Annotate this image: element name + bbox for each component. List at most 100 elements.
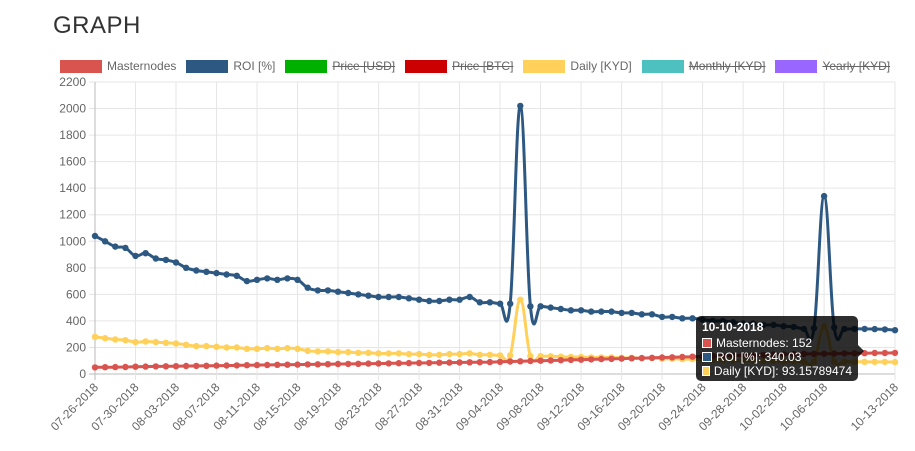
data-point[interactable] [517,102,524,110]
data-point[interactable] [91,232,99,240]
data-point[interactable] [557,357,564,364]
data-point[interactable] [264,275,271,282]
data-point[interactable] [253,276,261,283]
data-point[interactable] [658,354,666,361]
data-point[interactable] [507,352,514,359]
data-point[interactable] [476,359,483,366]
data-point[interactable] [537,352,544,360]
data-point[interactable] [243,277,251,285]
data-point[interactable] [345,360,352,368]
data-point[interactable] [456,296,463,303]
data-point[interactable] [446,296,453,303]
data-point[interactable] [294,276,301,283]
data-point[interactable] [415,359,423,367]
legend-item-roi[interactable]: ROI [%] [186,59,275,73]
data-point[interactable] [517,296,524,303]
data-point[interactable] [355,360,362,367]
data-point[interactable] [101,335,109,342]
data-point[interactable] [496,358,504,365]
data-point[interactable] [233,362,240,369]
data-point[interactable] [284,275,291,282]
data-point[interactable] [172,340,180,347]
data-point[interactable] [193,362,200,370]
data-point[interactable] [314,348,321,355]
data-point[interactable] [426,351,433,358]
data-point[interactable] [588,356,595,363]
data-point[interactable] [324,361,332,368]
data-point[interactable] [365,292,372,299]
data-point[interactable] [648,354,656,361]
data-point[interactable] [142,363,149,370]
data-point[interactable] [567,307,575,314]
data-point[interactable] [881,326,889,333]
data-point[interactable] [91,333,99,340]
data-point[interactable] [264,361,271,369]
data-point[interactable] [112,336,119,343]
data-point[interactable] [243,345,251,352]
data-point[interactable] [426,359,433,367]
data-point[interactable] [395,293,402,301]
data-point[interactable] [395,360,402,367]
data-point[interactable] [152,255,159,262]
data-point[interactable] [881,349,889,357]
legend-item-yearly-kyd[interactable]: Yearly [KYD] [775,59,890,73]
data-point[interactable] [436,359,443,366]
data-point[interactable] [203,362,210,369]
data-point[interactable] [375,360,382,367]
data-point[interactable] [577,307,585,314]
data-point[interactable] [213,269,220,277]
data-point[interactable] [193,342,200,350]
data-point[interactable] [395,350,402,357]
data-point[interactable] [304,361,311,368]
data-point[interactable] [385,293,392,301]
data-point[interactable] [122,363,129,371]
data-point[interactable] [415,296,423,303]
data-point[interactable] [456,350,463,358]
data-point[interactable] [547,304,554,311]
data-point[interactable] [152,363,159,370]
data-point[interactable] [567,356,575,364]
data-point[interactable] [182,264,190,271]
data-point[interactable] [253,345,261,352]
data-point[interactable] [618,355,625,362]
data-point[interactable] [436,297,443,305]
data-point[interactable] [294,345,301,352]
data-point[interactable] [274,361,281,368]
data-point[interactable] [91,364,99,371]
data-point[interactable] [588,308,595,315]
data-point[interactable] [375,293,382,301]
data-point[interactable] [618,309,625,317]
data-point[interactable] [669,354,676,361]
data-point[interactable] [405,295,413,302]
data-point[interactable] [689,353,696,360]
data-point[interactable] [132,363,139,370]
data-point[interactable] [132,338,139,346]
data-point[interactable] [101,364,109,371]
data-point[interactable] [577,356,585,363]
data-point[interactable] [891,358,899,366]
data-point[interactable] [233,344,240,351]
data-point[interactable] [203,342,210,350]
data-point[interactable] [679,353,686,361]
data-point[interactable] [598,355,605,363]
data-point[interactable] [203,268,210,275]
data-point[interactable] [496,300,504,307]
data-point[interactable] [891,327,899,334]
data-point[interactable] [101,238,109,245]
data-point[interactable] [162,363,170,370]
data-point[interactable] [507,300,514,307]
data-point[interactable] [334,348,342,356]
data-point[interactable] [385,360,392,367]
data-point[interactable] [122,244,129,252]
data-point[interactable] [557,305,564,313]
data-point[interactable] [334,288,342,295]
data-point[interactable] [405,350,413,358]
data-point[interactable] [142,338,149,345]
data-point[interactable] [182,362,190,370]
data-point[interactable] [466,359,473,366]
data-point[interactable] [608,355,615,363]
data-point[interactable] [264,344,271,352]
data-point[interactable] [476,299,483,306]
data-point[interactable] [547,357,554,364]
data-point[interactable] [365,360,372,367]
